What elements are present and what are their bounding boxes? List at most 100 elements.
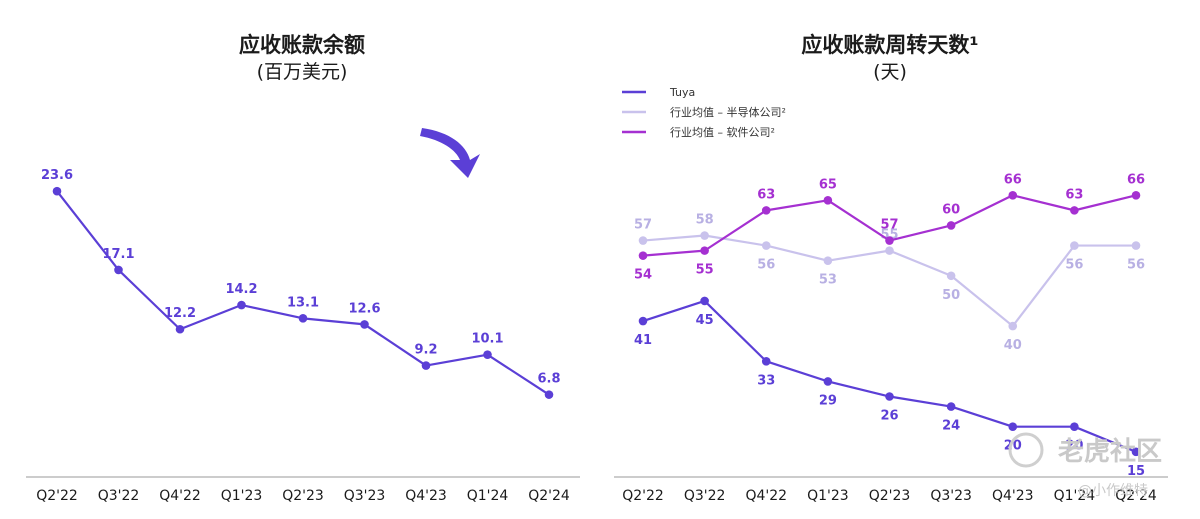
x-tick-label: Q2'23 <box>869 488 911 504</box>
x-tick-label: Q2'23 <box>282 488 324 504</box>
data-point <box>638 316 648 326</box>
x-tick-label: Q4'22 <box>159 488 201 504</box>
data-point <box>946 221 956 230</box>
x-tick-label: Q2'24 <box>1115 488 1157 504</box>
data-point <box>544 390 554 399</box>
x-tick-label: Q2'22 <box>36 488 78 504</box>
right-chart-title: 应收账款周转天数¹ <box>801 33 978 57</box>
data-label: 26 <box>880 409 898 424</box>
data-point <box>761 241 771 250</box>
data-point <box>1070 422 1079 431</box>
data-label: 23.6 <box>41 168 73 183</box>
data-label: 56 <box>1065 258 1083 273</box>
data-label: 17.1 <box>102 247 134 262</box>
data-label: 63 <box>1065 187 1083 202</box>
data-point <box>946 271 956 281</box>
data-point <box>1008 190 1018 200</box>
data-label: 58 <box>696 213 714 228</box>
data-point <box>946 402 956 411</box>
x-tick-label: Q1'24 <box>1054 488 1096 504</box>
data-point <box>1131 190 1141 200</box>
data-point <box>1070 206 1079 215</box>
data-label: 50 <box>942 288 960 303</box>
data-point <box>700 231 709 240</box>
data-label: 66 <box>1127 172 1145 187</box>
x-tick-label: Q3'22 <box>98 488 140 504</box>
data-point <box>1008 321 1018 331</box>
data-point <box>761 356 771 366</box>
data-point <box>237 300 246 310</box>
x-tick-label: Q1'23 <box>221 488 263 504</box>
right-chart-subtitle: (天) <box>873 61 907 83</box>
data-point <box>421 361 431 370</box>
data-point <box>175 324 185 334</box>
x-tick-label: Q4'22 <box>745 488 787 504</box>
watermark-logo-icon <box>1008 432 1044 468</box>
data-point <box>823 256 833 265</box>
data-point <box>885 392 894 401</box>
series-line-0 <box>642 299 1137 453</box>
data-point <box>638 236 648 245</box>
data-point <box>1131 447 1141 457</box>
data-point <box>114 265 123 275</box>
data-point <box>823 196 833 205</box>
x-tick-label: Q4'23 <box>992 488 1034 504</box>
data-label: 57 <box>634 218 652 233</box>
data-point <box>483 350 492 359</box>
right-chart-legend: Tuya 行业均值 – 半导体公司² 行业均值 – 软件公司² <box>622 86 786 139</box>
data-label: 29 <box>819 393 837 408</box>
data-point <box>700 296 709 306</box>
data-point <box>700 246 709 255</box>
data-point <box>1008 422 1018 431</box>
x-tick-label: Q3'23 <box>930 488 972 504</box>
data-label: 66 <box>1004 172 1022 187</box>
data-point <box>52 186 62 196</box>
data-point <box>885 246 894 255</box>
legend-label-semiconductor: 行业均值 – 半导体公司² <box>670 105 786 119</box>
data-label: 20 <box>1065 439 1083 454</box>
data-label: 13.1 <box>287 295 319 310</box>
data-point <box>298 314 308 323</box>
data-label: 6.8 <box>537 372 560 387</box>
data-label: 40 <box>1004 338 1022 353</box>
data-label: 14.2 <box>225 282 257 297</box>
data-label: 63 <box>757 187 775 202</box>
data-point <box>638 251 648 260</box>
data-label: 20 <box>1004 439 1022 454</box>
data-point <box>360 320 369 329</box>
x-tick-label: Q3'22 <box>684 488 726 504</box>
data-point <box>761 206 771 215</box>
watermark-brand: 老虎社区 <box>1058 436 1162 467</box>
data-label: 60 <box>942 202 960 217</box>
data-point <box>1070 241 1079 250</box>
data-point <box>885 236 894 245</box>
x-tick-label: Q3'23 <box>344 488 386 504</box>
x-tick-label: Q2'24 <box>528 488 570 504</box>
data-label: 12.2 <box>164 306 196 321</box>
data-label: 55 <box>696 263 714 278</box>
data-point <box>823 377 833 386</box>
series-line-0 <box>56 190 550 396</box>
data-label: 53 <box>819 273 837 288</box>
watermark: 老虎社区 @小作维特 <box>1008 432 1162 499</box>
left-chart-plot: Q2'22 Q3'22 Q4'22 Q1'23 Q2'23 Q3'23 Q4'23 Q1'24… <box>36 168 570 504</box>
data-label: 41 <box>634 333 652 348</box>
data-point <box>1131 241 1141 250</box>
left-chart-subtitle: (百万美元) <box>257 61 348 83</box>
data-label: 33 <box>757 373 775 388</box>
watermark-author: @小作维特 <box>1078 483 1148 499</box>
data-label: 12.6 <box>348 301 380 316</box>
data-label: 56 <box>757 258 775 273</box>
data-label: 9.2 <box>414 343 437 358</box>
data-label: 65 <box>819 177 837 192</box>
x-tick-label: Q4'23 <box>405 488 447 504</box>
left-chart-title: 应收账款余额 <box>239 33 365 57</box>
legend-label-software: 行业均值 – 软件公司² <box>670 125 775 139</box>
data-label: 24 <box>942 419 960 434</box>
x-tick-label: Q2'22 <box>622 488 664 504</box>
x-tick-label: Q1'23 <box>807 488 849 504</box>
data-label: 54 <box>634 268 652 283</box>
data-label: 57 <box>880 218 898 233</box>
right-chart-plot: Q2'22 Q3'22 Q4'22 Q1'23 Q2'23 Q3'23 Q4'23 Q1'24… <box>622 172 1157 504</box>
